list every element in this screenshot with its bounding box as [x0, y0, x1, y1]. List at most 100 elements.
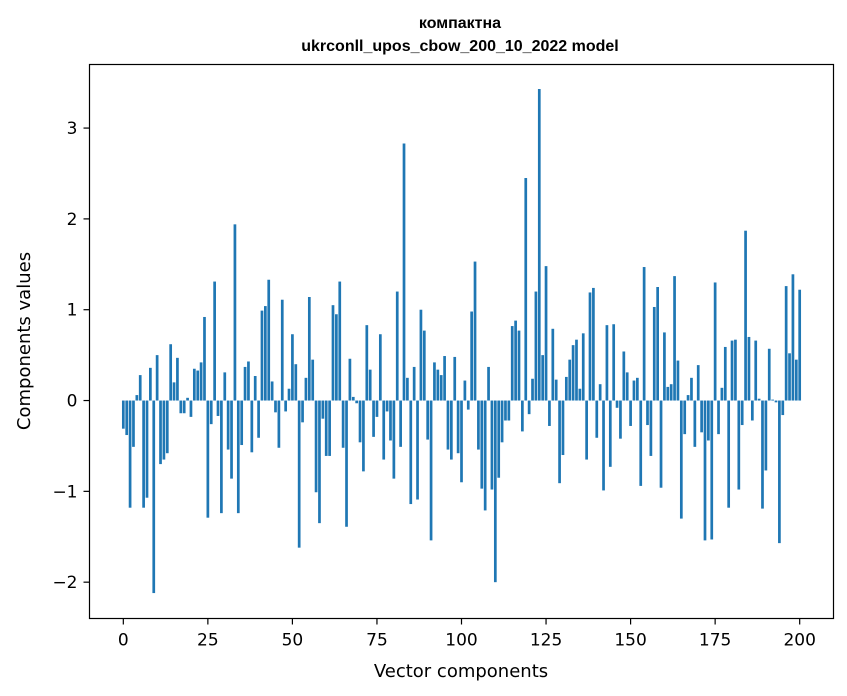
- bar-33: [233, 224, 237, 401]
- x-axis-ticks: 0 25 50 75 100 125 150 175 200: [118, 618, 816, 651]
- bar-5: [138, 375, 142, 401]
- bar-46: [277, 400, 281, 448]
- bar-188: [757, 398, 761, 401]
- bar-96: [446, 400, 450, 450]
- bar-128: [554, 379, 558, 401]
- bar-91: [429, 400, 433, 541]
- bar-150: [629, 400, 632, 426]
- bar-86: [412, 366, 416, 401]
- bar-70: [358, 400, 362, 443]
- bar-198: [791, 274, 795, 401]
- bar-25: [206, 400, 210, 518]
- bar-102: [466, 400, 470, 410]
- bar-48: [284, 400, 287, 412]
- bar-101: [463, 380, 467, 401]
- bar-167: [686, 395, 690, 401]
- bar-60: [324, 400, 328, 456]
- y-tick-label-0: 0: [67, 392, 78, 412]
- bar-132: [568, 359, 572, 401]
- x-tick-label-0: 0: [118, 631, 129, 651]
- bar-8: [149, 367, 152, 401]
- bar-133: [571, 345, 575, 401]
- bar-142: [602, 400, 605, 491]
- bar-170: [696, 365, 700, 401]
- x-tick-label-150: 150: [614, 631, 646, 651]
- bar-17: [179, 400, 183, 414]
- bar-109: [490, 400, 494, 490]
- bar-26: [209, 400, 213, 425]
- bar-32: [230, 400, 233, 479]
- bar-16: [176, 357, 179, 401]
- bar-144: [608, 400, 612, 467]
- y-tick-label-2: 2: [67, 210, 78, 230]
- y-axis-ticks: −2 −1 0 1 2 3: [52, 119, 90, 593]
- bar-176: [717, 400, 720, 435]
- bar-2: [128, 400, 132, 508]
- bar-137: [585, 400, 588, 460]
- bar-149: [625, 372, 629, 401]
- bar-145: [612, 324, 616, 401]
- bar-159: [659, 400, 663, 488]
- bar-56: [311, 359, 315, 401]
- bar-6: [142, 400, 145, 508]
- bar-43: [267, 279, 271, 401]
- bar-23: [199, 362, 203, 401]
- bar-136: [581, 333, 585, 401]
- bar-83: [402, 143, 406, 401]
- bar-52: [297, 400, 301, 548]
- bar-182: [737, 400, 741, 490]
- bar-130: [561, 400, 565, 456]
- bar-14: [169, 344, 173, 401]
- bar-155: [646, 400, 649, 426]
- bar-92: [433, 362, 436, 401]
- bar-147: [619, 400, 622, 439]
- bar-78: [385, 400, 389, 412]
- bar-7: [145, 400, 149, 498]
- bar-54: [304, 377, 308, 401]
- bar-127: [551, 328, 555, 401]
- bar-143: [605, 325, 609, 401]
- bar-180: [730, 340, 734, 401]
- bar-3: [132, 400, 135, 447]
- bar-99: [456, 400, 460, 454]
- bar-153: [639, 400, 643, 486]
- bar-1: [125, 400, 129, 436]
- bar-189: [761, 400, 764, 509]
- bar-160: [663, 332, 666, 401]
- bar-40: [257, 400, 260, 438]
- bar-163: [673, 276, 676, 401]
- bar-100: [460, 400, 463, 483]
- bar-82: [399, 400, 402, 447]
- bar-124: [541, 355, 545, 401]
- bar-141: [598, 384, 602, 401]
- bar-119: [524, 178, 528, 401]
- bar-168: [690, 377, 693, 401]
- bar-93: [436, 369, 440, 401]
- bar-series: [121, 89, 802, 594]
- bar-85: [409, 400, 413, 505]
- bar-11: [159, 400, 162, 465]
- bar-28: [216, 400, 220, 416]
- bar-35: [240, 400, 244, 446]
- chart-title-line-2: ukrconll_upos_cbow_200_10_2022 model: [301, 38, 618, 55]
- bar-164: [676, 360, 680, 401]
- bar-9: [152, 400, 156, 594]
- bar-139: [592, 287, 595, 401]
- bar-179: [727, 400, 731, 508]
- bar-123: [537, 89, 541, 401]
- bar-158: [656, 287, 659, 401]
- bar-157: [652, 306, 656, 401]
- bar-195: [781, 400, 785, 416]
- bar-72: [365, 325, 369, 401]
- bar-174: [710, 400, 714, 540]
- bar-125: [544, 266, 548, 401]
- bar-192: [771, 399, 774, 401]
- bar-37: [247, 361, 250, 401]
- bar-131: [564, 376, 568, 401]
- bar-154: [642, 267, 646, 401]
- bar-22: [196, 370, 200, 401]
- y-axis-label: Components values: [14, 252, 35, 430]
- bar-134: [575, 339, 578, 401]
- bar-75: [375, 400, 379, 417]
- bar-115: [510, 326, 514, 401]
